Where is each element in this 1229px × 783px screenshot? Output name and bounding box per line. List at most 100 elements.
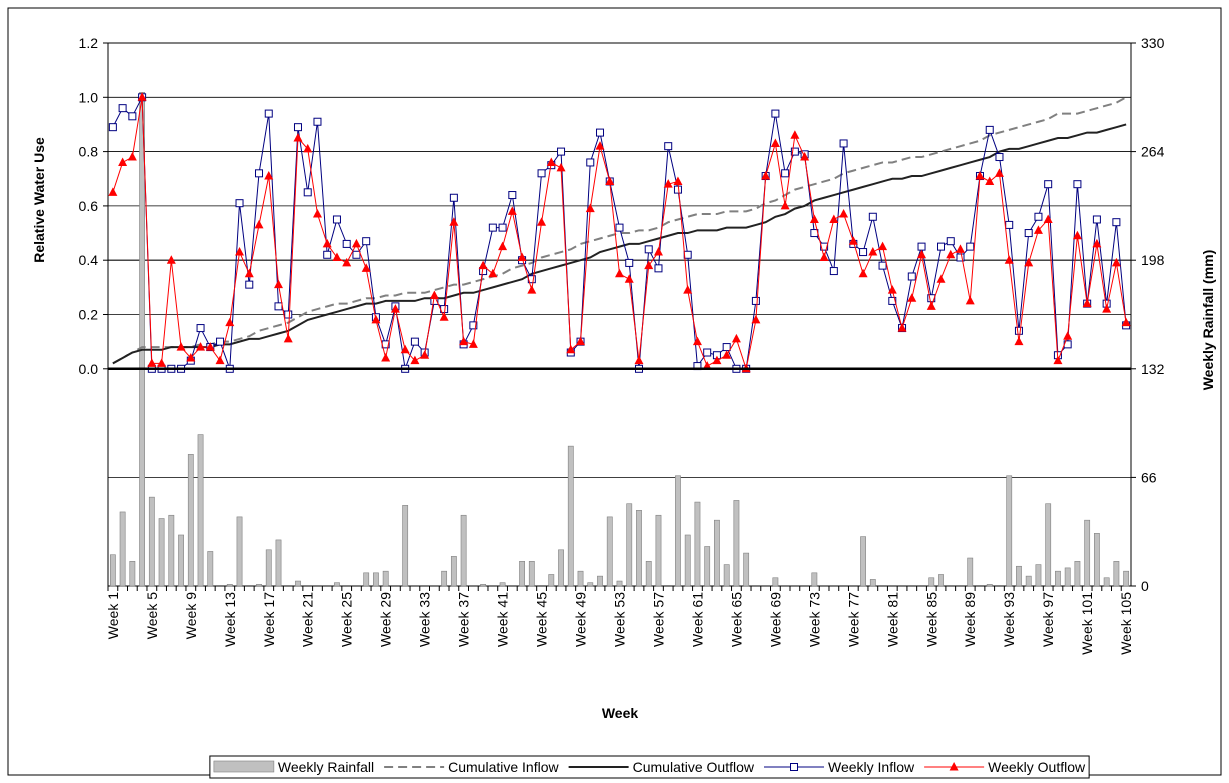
square-marker [293, 123, 302, 132]
square-marker [878, 261, 887, 270]
rain-bar [694, 501, 701, 587]
square-marker [255, 169, 264, 178]
square-marker [1014, 326, 1023, 335]
legend-box [209, 755, 1090, 779]
square-marker [907, 272, 916, 281]
rain-bar [1006, 475, 1013, 587]
square-marker [332, 215, 341, 224]
square-marker [888, 296, 897, 305]
square-marker [323, 250, 332, 259]
triangle-marker [576, 336, 586, 346]
square-marker [313, 117, 322, 126]
square-marker [1092, 215, 1101, 224]
triangle-marker [478, 260, 488, 270]
triangle-marker [731, 333, 741, 343]
rain-bar [986, 584, 993, 587]
square-marker [917, 242, 926, 251]
rain-bar [1094, 533, 1100, 587]
legend-label: Cumulative Inflow [448, 759, 559, 775]
triangle-marker [449, 217, 459, 226]
x-tick-label: Week 49 [573, 592, 589, 647]
square-marker [722, 343, 731, 352]
triangle-marker [254, 219, 264, 229]
square-marker [995, 153, 1004, 162]
rain-bar [1045, 503, 1052, 587]
rain-bar [714, 519, 720, 587]
square-marker [1112, 218, 1121, 227]
triangle-marker [1053, 355, 1063, 365]
triangle-marker [507, 206, 517, 215]
rain-bar [1113, 561, 1120, 587]
square-marker [654, 264, 663, 273]
x-tick-label: Week 85 [923, 592, 939, 647]
legend-item: Weekly Rainfall [213, 759, 374, 775]
rain-bar [168, 514, 175, 587]
legend-item: Cumulative Outflow [568, 759, 755, 775]
square-marker [196, 324, 205, 333]
series-line [112, 123, 1127, 365]
triangle-marker [264, 171, 274, 180]
triangle-marker [624, 274, 634, 283]
triangle-marker [342, 257, 352, 267]
rain-bar [295, 580, 301, 587]
square-marker [128, 112, 137, 121]
square-marker [615, 223, 624, 232]
x-tick-label: Week 93 [1001, 592, 1017, 647]
triangle-marker [1121, 317, 1131, 327]
rain-bar [1055, 570, 1061, 587]
rain-bar [158, 518, 165, 587]
triangle-marker [1111, 257, 1121, 267]
rain-bar [275, 539, 282, 587]
triangle-marker [1082, 298, 1092, 308]
triangle-marker [907, 293, 917, 302]
legend-item: Weekly Inflow [764, 759, 915, 775]
rain-bar [480, 584, 486, 587]
square-marker [274, 302, 283, 311]
rain-bar [1074, 561, 1081, 587]
x-tick-label: Week 61 [689, 592, 705, 647]
square-marker [985, 125, 994, 134]
x-tick-label: Week 53 [612, 592, 628, 647]
triangle-marker [897, 323, 907, 332]
triangle-marker [585, 203, 595, 213]
square-marker [839, 139, 848, 148]
triangle-marker [595, 141, 605, 150]
triangle-marker [1024, 257, 1034, 267]
triangle-marker [215, 355, 225, 365]
triangle-marker [274, 279, 283, 289]
legend-item: Weekly Outflow [924, 759, 1086, 775]
triangle-marker [673, 176, 683, 185]
triangle-marker [537, 217, 547, 226]
triangle-marker [605, 176, 615, 185]
x-tick-label: Week 33 [417, 592, 433, 647]
square-marker [868, 212, 877, 221]
rain-bar [1064, 567, 1071, 587]
triangle-marker [829, 214, 839, 223]
x-tick-label: Week 65 [728, 592, 744, 647]
triangle-marker [1004, 255, 1014, 264]
square-marker [362, 237, 371, 246]
triangle-marker [1102, 304, 1112, 313]
y-tick-label: 0.4 [79, 252, 99, 268]
triangle-marker [1043, 214, 1053, 223]
rain-bar [743, 552, 750, 587]
rain-bar [967, 557, 974, 587]
rain-bar [597, 575, 603, 587]
triangle-marker [488, 268, 498, 278]
rain-bar [148, 496, 155, 587]
square-marker [508, 191, 517, 200]
triangle-marker [634, 355, 644, 365]
legend: Weekly Rainfall Cumulative Inflow Cumulati… [209, 755, 1090, 779]
triangle-marker [517, 252, 527, 261]
triangle-marker [975, 171, 985, 180]
square-marker [673, 185, 682, 194]
y2-axis-title: Weekly Rainfall (mm) [1200, 250, 1216, 391]
rain-bar [1123, 570, 1130, 587]
triangle-marker [848, 236, 858, 245]
triangle-marker [936, 274, 946, 283]
triangle-marker [322, 238, 332, 248]
triangle-marker [371, 314, 381, 324]
rain-bar [178, 534, 184, 587]
legend-label: Cumulative Outflow [633, 759, 755, 775]
rain-bar [626, 503, 633, 587]
